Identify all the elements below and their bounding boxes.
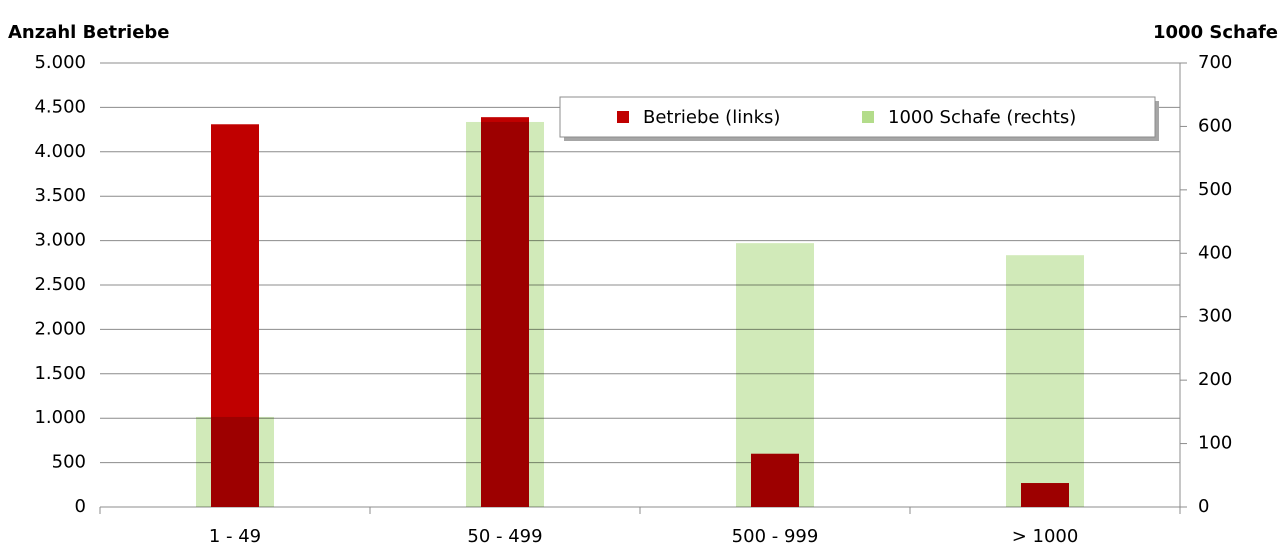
y-axis-title: Anzahl Betriebe (8, 22, 170, 43)
legend-label: 1000 Schafe (rechts) (888, 107, 1076, 128)
legend-swatch (617, 111, 629, 123)
y2-tick-label: 600 (1198, 115, 1232, 136)
x-tick-label: > 1000 (1012, 526, 1079, 547)
y-tick-label: 4.500 (34, 96, 86, 117)
y2-tick-label: 100 (1198, 433, 1232, 454)
y-tick-label: 1.000 (34, 407, 86, 428)
bar (1006, 255, 1084, 507)
y2-tick-label: 0 (1198, 496, 1209, 517)
legend-box (559, 96, 1156, 138)
y-tick-label: 1.500 (34, 363, 86, 384)
x-tick-label: 1 - 49 (209, 526, 261, 547)
y-tick-label: 3.000 (34, 230, 86, 251)
y-tick-label: 500 (52, 452, 86, 473)
y2-tick-label: 400 (1198, 242, 1232, 263)
legend-swatch (862, 111, 874, 123)
y2-tick-label: 200 (1198, 369, 1232, 390)
y-tick-label: 2.500 (34, 274, 86, 295)
y-tick-label: 4.000 (34, 141, 86, 162)
y2-tick-label: 700 (1198, 52, 1232, 73)
y2-axis-title: 1000 Schafe (1153, 22, 1278, 43)
y2-tick-label: 300 (1198, 306, 1232, 327)
bar (736, 243, 814, 507)
bar (466, 121, 544, 507)
y-tick-label: 0 (75, 496, 86, 517)
legend-label: Betriebe (links) (643, 107, 780, 128)
y2-tick-label: 500 (1198, 179, 1232, 200)
y-tick-label: 2.000 (34, 318, 86, 339)
bar (196, 416, 274, 507)
y-tick-label: 5.000 (34, 52, 86, 73)
x-tick-label: 500 - 999 (732, 526, 819, 547)
x-tick-label: 50 - 499 (467, 526, 542, 547)
y-tick-label: 3.500 (34, 185, 86, 206)
legend: Betriebe (links) 1000 Schafe (rechts) (559, 96, 1159, 141)
